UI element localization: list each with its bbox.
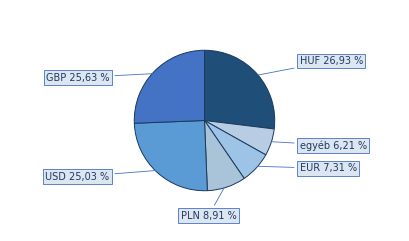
Text: USD 25,03 %: USD 25,03 % <box>45 170 156 182</box>
Wedge shape <box>204 120 244 191</box>
Wedge shape <box>204 120 266 178</box>
Text: PLN 8,91 %: PLN 8,91 % <box>181 187 236 221</box>
Text: EUR 7,31 %: EUR 7,31 % <box>257 163 357 174</box>
Wedge shape <box>204 50 275 129</box>
Text: GBP 25,63 %: GBP 25,63 % <box>46 73 153 82</box>
Text: HUF 26,93 %: HUF 26,93 % <box>258 56 363 75</box>
Wedge shape <box>204 120 274 155</box>
Text: egyéb 6,21 %: egyéb 6,21 % <box>272 140 366 151</box>
Wedge shape <box>134 50 204 123</box>
Wedge shape <box>134 120 207 191</box>
